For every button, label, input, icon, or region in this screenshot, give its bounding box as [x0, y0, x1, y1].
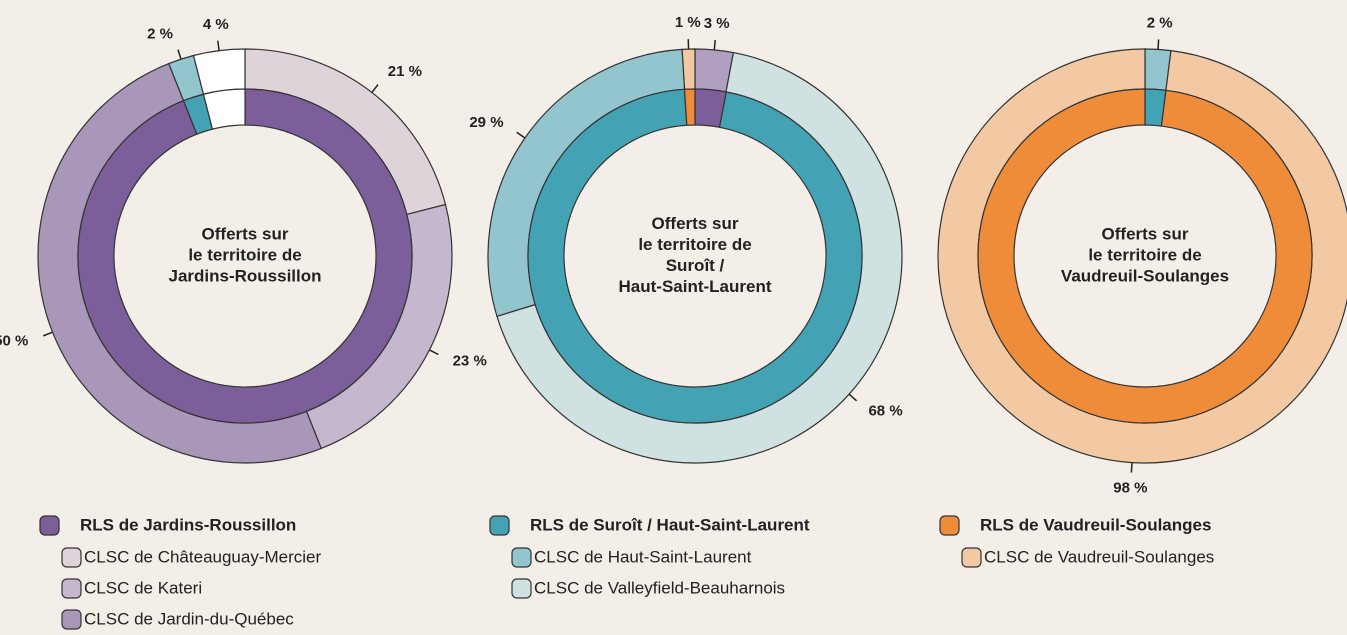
legend-heading: RLS de Suroît / Haut-Saint-Laurent — [530, 515, 810, 534]
label-tick — [371, 84, 379, 93]
label-tick — [713, 39, 716, 50]
data-label: 1 % — [675, 14, 701, 31]
data-label: 98 % — [1113, 480, 1147, 497]
data-label: 50 % — [0, 333, 28, 350]
center-title: le territoire de — [188, 245, 301, 264]
data-label: 4 % — [203, 16, 229, 33]
donut-segment — [77, 88, 413, 424]
legend-heading: RLS de Jardins-Roussillon — [80, 515, 296, 534]
label-tick — [177, 49, 182, 60]
data-label: 29 % — [469, 114, 503, 131]
legend-swatch — [61, 609, 82, 630]
center-title: le territoire de — [638, 235, 751, 254]
data-label: 2 % — [147, 25, 173, 42]
donut-segment — [977, 88, 1313, 424]
legend-swatch — [511, 578, 532, 599]
data-label: 2 % — [1147, 14, 1173, 31]
center-title: Suroît / — [666, 256, 725, 275]
legend-item: CLSC de Châteauguay-Mercier — [84, 547, 322, 566]
legend-swatch — [61, 547, 82, 568]
data-label: 23 % — [453, 353, 487, 370]
center-title: Haut-Saint-Laurent — [619, 277, 772, 296]
legend-heading: RLS de Vaudreuil-Soulanges — [980, 515, 1211, 534]
label-tick — [516, 131, 526, 139]
legend-swatch — [61, 578, 82, 599]
legend-swatch — [39, 515, 60, 536]
donut-segment — [683, 88, 696, 126]
label-tick — [42, 331, 53, 337]
center-title: Vaudreuil-Soulanges — [1061, 266, 1229, 285]
legend-swatch — [961, 547, 982, 568]
donut-segment — [527, 88, 863, 424]
center-title: le territoire de — [1088, 245, 1201, 264]
center-title: Jardins-Roussillon — [168, 266, 321, 285]
donut-segment — [202, 88, 246, 130]
label-tick — [1130, 462, 1133, 473]
center-title: Offerts sur — [652, 214, 739, 233]
legend-item: CLSC de Kateri — [84, 578, 202, 597]
data-label: 3 % — [704, 15, 730, 32]
label-tick — [429, 349, 439, 356]
legend-item: CLSC de Jardin-du-Québec — [84, 609, 294, 628]
center-title: Offerts sur — [202, 224, 289, 243]
legend-item: CLSC de Haut-Saint-Laurent — [534, 547, 752, 566]
center-title: Offerts sur — [1102, 224, 1189, 243]
donut-segment — [681, 48, 696, 90]
label-tick — [848, 393, 858, 402]
label-tick — [217, 40, 220, 51]
legend-swatch — [489, 515, 510, 536]
data-label: 68 % — [868, 403, 902, 420]
legend-item: CLSC de Valleyfield-Beauharnois — [534, 578, 785, 597]
donut-segment — [192, 48, 246, 95]
data-label: 21 % — [388, 63, 422, 80]
legend-item: CLSC de Vaudreuil-Soulanges — [984, 547, 1214, 566]
legend-swatch — [939, 515, 960, 536]
label-tick — [1157, 39, 1160, 50]
legend-swatch — [511, 547, 532, 568]
